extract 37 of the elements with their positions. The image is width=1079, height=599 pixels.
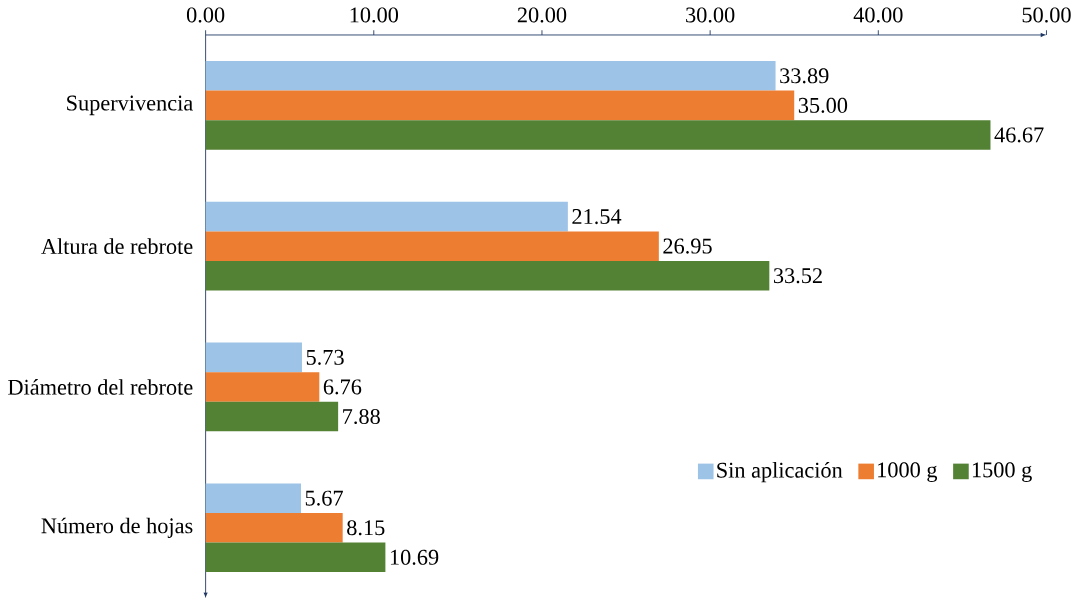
x-tick-label: 10.00 — [350, 7, 399, 23]
y-tick-label: Número de hojas — [41, 517, 193, 539]
data-label: 46.67 — [994, 127, 1044, 143]
bar — [205, 542, 386, 573]
data-label: 7.88 — [343, 409, 380, 425]
legend-label: Sin aplicación — [717, 462, 843, 483]
bar — [205, 202, 568, 232]
x-tick-label: 20.00 — [517, 7, 567, 23]
bar — [205, 372, 320, 402]
x-tick-label: 0.00 — [186, 7, 225, 23]
data-label: 26.95 — [663, 238, 712, 254]
data-label: 5.67 — [305, 490, 343, 506]
bar — [205, 231, 659, 262]
data-label: 33.89 — [780, 68, 829, 84]
bar — [205, 342, 302, 373]
y-tick-label: Diámetro del rebrote — [8, 379, 193, 396]
data-label: 10.69 — [390, 549, 439, 566]
bar — [205, 513, 343, 543]
y-tick-label: Supervivencia — [67, 95, 193, 116]
data-label: 33.52 — [773, 268, 822, 284]
bar — [205, 261, 770, 291]
bar — [205, 401, 339, 432]
data-label: 5.73 — [306, 350, 344, 366]
data-label: 35.00 — [798, 98, 848, 114]
x-tick-label: 50.00 — [1022, 7, 1071, 23]
bar — [205, 61, 776, 91]
data-label: 8.15 — [347, 520, 385, 536]
bar — [205, 90, 795, 121]
x-tick-label: 40.00 — [853, 7, 903, 23]
data-label: 6.76 — [323, 379, 362, 395]
legend-label: 1500 g — [972, 462, 1032, 483]
data-label: 21.54 — [572, 209, 622, 225]
bar — [205, 120, 991, 150]
x-tick-label: 30.00 — [686, 7, 735, 23]
y-tick-label: Altura de rebrote — [41, 238, 193, 255]
legend-label: 1000 g — [878, 462, 938, 483]
bar — [205, 483, 301, 514]
